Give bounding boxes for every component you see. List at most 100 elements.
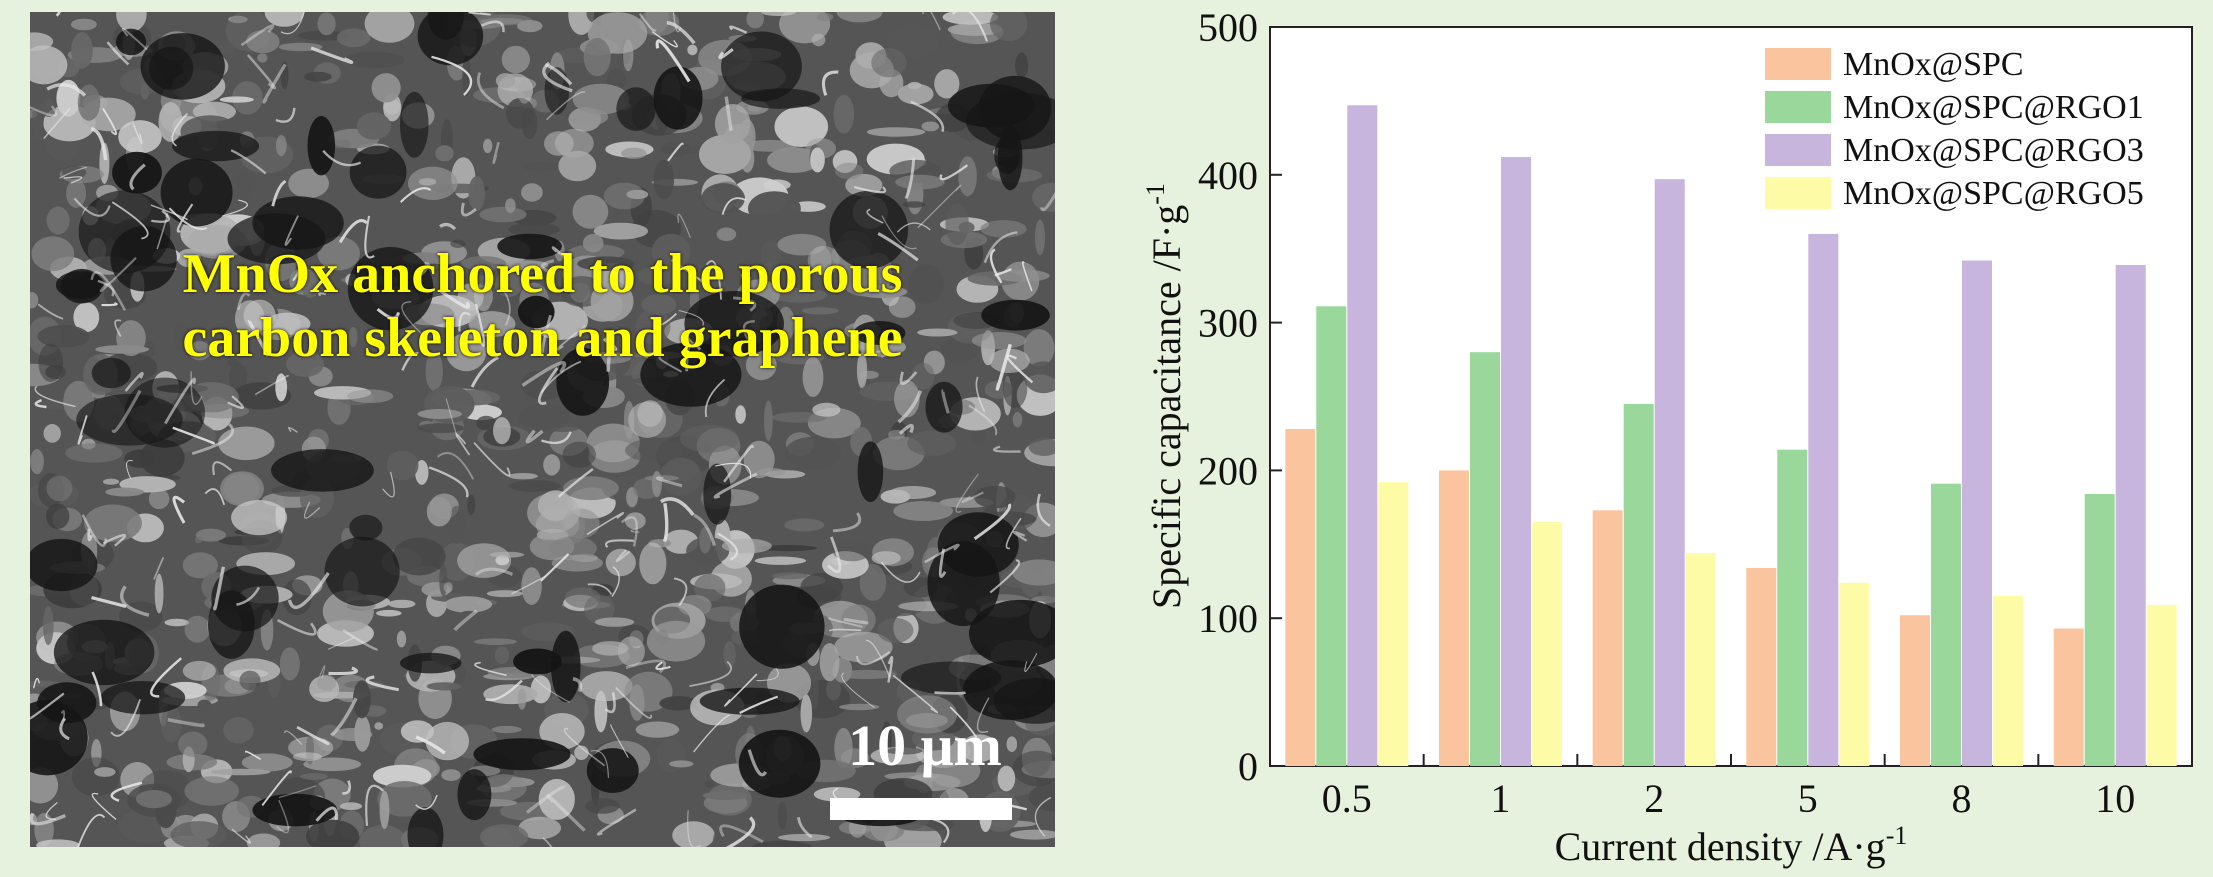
sem-ridge [458, 311, 471, 332]
sem-texture-blob [377, 781, 432, 817]
sem-texture-blob [102, 478, 120, 485]
sem-ridge [611, 566, 620, 597]
sem-texture-blob [754, 556, 807, 565]
sem-ridge [910, 100, 945, 133]
sem-pore [965, 92, 1055, 150]
sem-texture-blob [158, 102, 183, 142]
sem-ridge [604, 692, 616, 714]
sem-ridge [1034, 796, 1052, 837]
sem-texture-blob [646, 620, 706, 662]
bar-chart: 0 100 200 300 400 500 0.5 1 2 5 8 10 MnOx@SPC MnOx@… [1065, 0, 2213, 877]
sem-texture-blob [379, 790, 390, 830]
sem-pore [853, 321, 906, 345]
sem-ridge [453, 609, 478, 632]
sem-ridge [540, 553, 569, 582]
y-tick-label: 100 [1198, 596, 1258, 641]
sem-ridge [191, 423, 235, 455]
sem-texture-blob [585, 798, 620, 814]
sem-texture-blob [486, 590, 523, 598]
sem-ridge [271, 179, 287, 207]
sem-ridge [572, 677, 583, 692]
sem-texture-blob [43, 424, 61, 443]
sem-ridge [841, 672, 875, 708]
sem-texture-blob [784, 436, 841, 470]
sem-pore [497, 233, 562, 260]
sem-texture-blob [522, 161, 558, 172]
sem-ridge [897, 390, 923, 424]
sem-ridge [955, 473, 979, 513]
sem-texture-blob [37, 325, 90, 348]
sem-ridge [968, 404, 998, 436]
sem-pore [684, 291, 784, 357]
sem-ridge [866, 208, 884, 224]
sem-texture-blob [635, 721, 680, 738]
sem-ridge [827, 536, 842, 574]
sem-texture-blob [777, 801, 788, 830]
legend: MnOx@SPC MnOx@SPC@RGO1 MnOx@SPC@RGO3 MnOx@S… [1765, 46, 2144, 212]
sem-ridge [544, 63, 573, 86]
sem-ridge [247, 318, 270, 357]
sem-texture-blob [71, 757, 120, 797]
sem-ridge [275, 107, 296, 123]
sem-texture-blob [958, 221, 975, 234]
sem-ridge [231, 828, 252, 844]
bar-mnox-spc-rgo3-1 [1501, 157, 1531, 767]
sem-texture-blob [639, 542, 667, 585]
sem-ridge [531, 674, 571, 703]
sem-texture-blob [30, 767, 59, 804]
sem-texture-blob [518, 816, 562, 840]
sem-ridge [310, 46, 354, 64]
sem-texture-blob [877, 617, 914, 643]
sem-texture-blob [517, 688, 527, 710]
sem-texture-blob [699, 134, 751, 174]
sem-texture-blob [77, 84, 101, 121]
sem-pore [556, 347, 610, 416]
sem-ridge [150, 204, 188, 221]
sem-ridge [30, 692, 65, 720]
sem-texture-blob [396, 630, 407, 648]
sem-texture-blob [479, 206, 527, 223]
sem-texture-blob [292, 752, 322, 761]
sem-texture-blob [491, 725, 522, 734]
scale-bar-label: 10 μm [848, 713, 1002, 778]
sem-ridge [693, 714, 730, 753]
bar-mnox-spc-8 [1900, 615, 1930, 766]
sem-texture-blob [651, 470, 662, 498]
sem-ridge [877, 232, 919, 262]
sem-ridge [43, 107, 71, 139]
sem-ridge [222, 199, 248, 217]
sem-texture-blob [517, 20, 543, 33]
sem-ridge [651, 31, 678, 48]
sem-ridge [563, 727, 606, 767]
sem-texture-blob [856, 352, 868, 389]
bar-mnox-spc-rgo5-5 [1839, 582, 1870, 766]
sem-texture-blob [282, 579, 312, 616]
sem-pore [513, 648, 562, 675]
x-tick-label: 5 [1798, 776, 1818, 821]
sem-ridge [1036, 493, 1051, 527]
sem-pore [981, 299, 1050, 331]
sem-ridge [853, 186, 887, 194]
sem-micrograph: MnOx anchored to the porous carbon skele… [30, 12, 1055, 847]
sem-pore [653, 66, 703, 130]
sem-texture-blob [184, 615, 211, 643]
sem-ridge [119, 585, 150, 617]
sem-texture-blob [832, 540, 871, 562]
sem-ridge [832, 512, 862, 533]
sem-texture-blob [286, 351, 324, 377]
sem-ridge [55, 12, 61, 17]
sem-ridge [330, 697, 358, 737]
sem-pore [400, 91, 429, 158]
sem-ridge [87, 528, 93, 542]
sem-texture-blob [364, 12, 415, 43]
sem-ridge [90, 126, 108, 161]
sem-texture-blob [182, 660, 216, 681]
sem-ridge [212, 461, 233, 476]
sem-texture-blob [481, 774, 527, 802]
sem-ridge [525, 785, 567, 814]
sem-texture-blob [495, 73, 516, 89]
sem-texture-blob [911, 362, 935, 390]
bar-mnox-spc-rgo1-10 [2084, 494, 2115, 766]
sem-texture-blob [593, 222, 649, 240]
